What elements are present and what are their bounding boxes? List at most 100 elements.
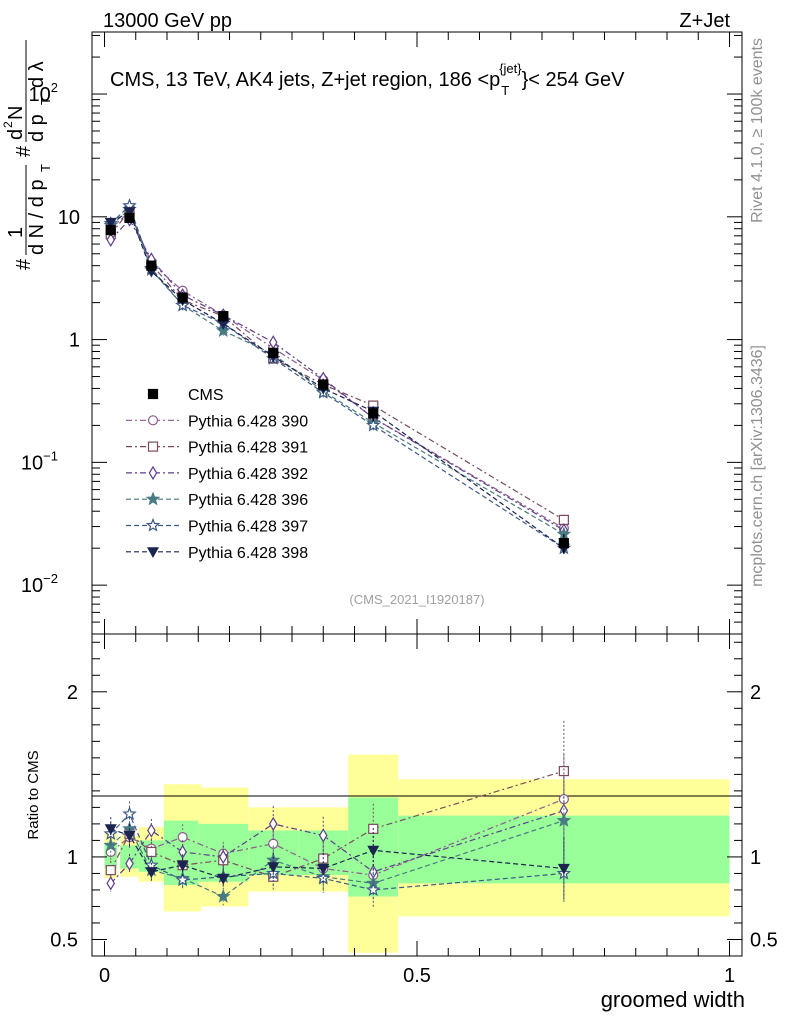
ylabel-dlambda: d λ (26, 61, 48, 88)
ratio-point (367, 845, 380, 857)
series-5 (104, 206, 570, 555)
legend-entry: Pythia 6.428 392 (126, 465, 308, 483)
ylabel-dn-dpt: d N / d p (26, 179, 48, 255)
legend-label: Pythia 6.428 390 (188, 413, 308, 430)
legend-label: Pythia 6.428 397 (188, 519, 308, 536)
ratio-ytick-label: 0.5 (50, 929, 78, 951)
series-line (110, 210, 565, 529)
main-ytick-label: 1 (69, 330, 80, 352)
legend-entry: Pythia 6.428 396 (126, 491, 308, 509)
ratio-point (125, 856, 134, 871)
legend-entry: Pythia 6.428 398 (126, 545, 308, 562)
ratio-point (215, 888, 231, 903)
series-line (110, 204, 565, 549)
ratio-point (175, 872, 190, 887)
ylabel-hash-1: # (13, 258, 35, 270)
legend-entry: Pythia 6.428 390 (126, 413, 308, 430)
legend-marker (147, 388, 159, 400)
ratio-ytick-label-right: 1 (750, 847, 761, 869)
ratio-series-line (110, 812, 564, 891)
legend-entry: CMS (147, 387, 224, 404)
ratio-point (103, 837, 119, 852)
ratio-point (178, 844, 187, 860)
ratio-uncertainty-bands (104, 754, 730, 953)
ratio-xtick-label: 0 (99, 965, 110, 987)
main-ytick-label: 10 (58, 207, 80, 229)
series-0 (105, 206, 569, 534)
ratio-point (558, 765, 569, 777)
ratio-xtick-label: 0.5 (403, 965, 431, 987)
legend-entry: Pythia 6.428 391 (126, 440, 308, 457)
data-point (124, 212, 135, 223)
legend: CMS Pythia 6.428 390 Pythia 6.428 391 Pythi… (126, 387, 308, 562)
data-point (318, 379, 329, 390)
watermark: (CMS_2021_I1920187) (349, 592, 484, 607)
main-frame (91, 31, 743, 635)
ratio-point (557, 863, 570, 875)
legend-marker (147, 415, 159, 426)
ratio-point (217, 873, 230, 885)
data-point (177, 292, 188, 303)
ratio-point (123, 830, 136, 842)
ratio-tick-labels: 0.5 0.5 1 1 2 2 0 0.5 1 (50, 682, 778, 987)
ylabel-dp: d p (26, 114, 48, 142)
ratio-ytick-label-right: 2 (750, 682, 761, 704)
ylabel-dp-sub: T (38, 97, 53, 105)
legend-marker (147, 441, 159, 452)
series-2 (106, 212, 569, 538)
series-point (104, 217, 117, 229)
main-ytick-label-base: 10 (29, 84, 51, 106)
ratio-panel: 0.5 0.5 1 1 2 2 0 0.5 1 Ratio to CMS groomed wid… (25, 633, 778, 1012)
ratio-point (317, 863, 330, 875)
series-point (106, 232, 116, 247)
data-point (218, 311, 229, 322)
ylabel-one: 1 (5, 227, 27, 238)
ratio-xtick-label: 1 (724, 965, 735, 987)
series-4 (103, 198, 572, 555)
legend-marker (145, 491, 161, 506)
ratio-point (176, 860, 189, 872)
rivet-label: Rivet 4.1.0, ≥ 100k events (749, 38, 766, 223)
main-ytick-label-base: 10 (21, 575, 43, 597)
series-point (365, 417, 381, 432)
series-line (110, 208, 565, 535)
ratio-point (147, 823, 156, 838)
ylabel-d: d (5, 129, 27, 140)
ylabel-hash-2: # (13, 145, 35, 157)
data-point (558, 537, 569, 549)
series-line (110, 209, 565, 521)
legend-entry: Pythia 6.428 397 (126, 517, 308, 536)
legend-label: CMS (188, 387, 224, 404)
main-ytick-label: 10−2 (21, 571, 58, 597)
ylabel-n: N (5, 106, 27, 120)
legend-label: Pythia 6.428 398 (188, 545, 308, 562)
ratio-point (145, 867, 158, 879)
mcplots-label: mcplots.cern.ch [arXiv:1306.3436] (749, 345, 766, 587)
header-left: 13000 GeV pp (103, 10, 232, 32)
y-axis-label: # 1 d N / d p T # d 2 N d p T d λ (1, 40, 53, 270)
ylabel-d-sup: 2 (1, 121, 15, 128)
x-axis-label: groomed width (601, 987, 745, 1012)
main-plot-area (103, 198, 572, 555)
ratio-point (218, 849, 228, 865)
ratio-series-line (110, 798, 565, 876)
series-1 (105, 205, 569, 526)
ratio-point (365, 882, 381, 897)
legend-label: Pythia 6.428 391 (188, 440, 308, 457)
series-line (110, 210, 565, 549)
ratio-ytick-label: 1 (67, 847, 78, 869)
ratio-point (146, 846, 157, 858)
legend-label: Pythia 6.428 396 (188, 492, 308, 509)
plot-title: CMS, 13 TeV, AK4 jets, Z+jet region, 186… (110, 61, 625, 98)
legend-label: Pythia 6.428 392 (188, 466, 308, 483)
data-series (105, 212, 569, 554)
ratio-axis-ticks (92, 634, 742, 956)
data-point (146, 260, 157, 271)
series-point (123, 207, 136, 218)
data-point (105, 224, 116, 236)
data-point (368, 408, 379, 419)
legend-marker (145, 517, 161, 532)
